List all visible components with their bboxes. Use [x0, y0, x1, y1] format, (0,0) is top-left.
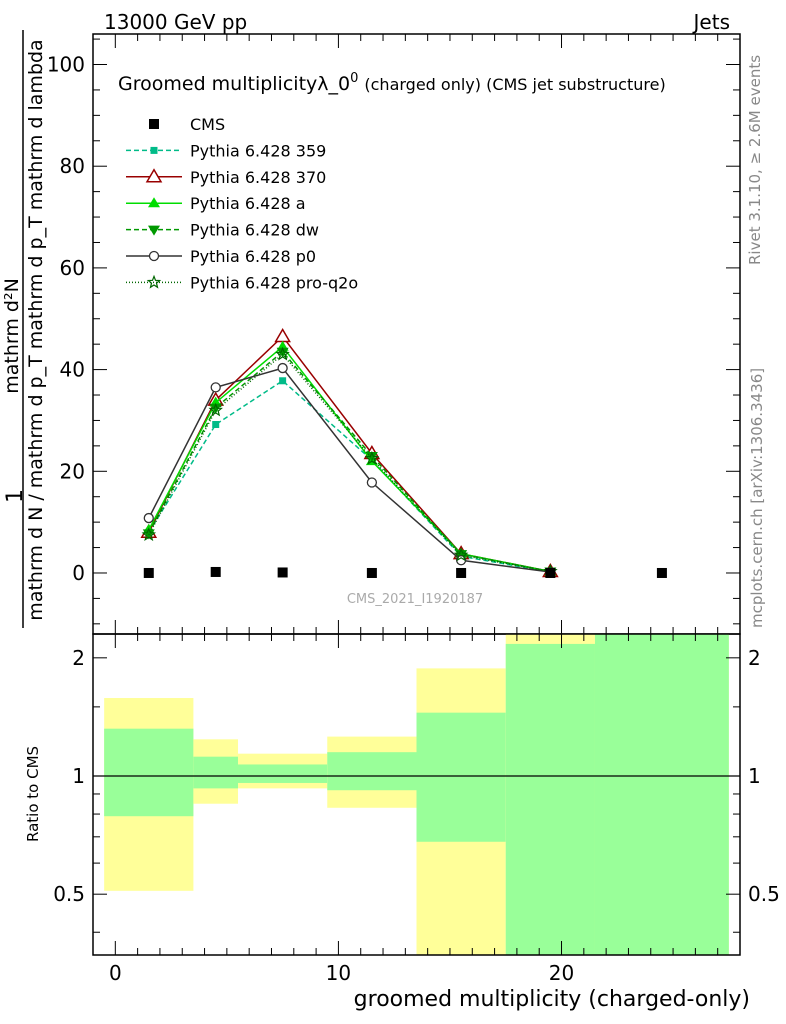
data-marker: [276, 347, 289, 358]
ratio-y-tick-label: 0.5: [53, 882, 85, 906]
series-4: [143, 362, 556, 578]
data-marker: [210, 566, 221, 577]
legend-entry: Pythia 6.428 dw: [126, 221, 319, 240]
series-line: [148, 350, 551, 573]
data-marker: [212, 421, 220, 429]
y-tick-label: 0: [72, 561, 85, 585]
legend-label: Pythia 6.428 359: [190, 141, 326, 160]
data-marker: [209, 403, 222, 414]
ratio-frame: [92, 633, 741, 956]
main-series: [140, 328, 667, 578]
data-marker: [279, 377, 287, 385]
ratio-y-tick-label: 2: [72, 646, 85, 670]
x-tick-label: 10: [326, 961, 351, 985]
ratio-panel: 0.5 0.51 12 20 10 20 Ratio to CMS groomed mul…: [24, 633, 780, 1012]
header-right: Jets: [692, 10, 730, 34]
data-marker: [364, 450, 380, 465]
data-marker: [149, 119, 159, 129]
legend-entry: Pythia 6.428 p0: [126, 247, 316, 266]
data-marker: [274, 328, 291, 343]
data-marker: [148, 197, 160, 208]
ratio-inner-band: [193, 756, 239, 789]
data-marker: [148, 250, 160, 262]
data-marker: [208, 402, 223, 417]
ratio-bands: [93, 634, 740, 955]
ratio-inner-band: [238, 764, 328, 783]
series-line: [148, 353, 551, 573]
data-marker: [656, 567, 667, 578]
main-ticks: 0 20 40 60 80 100: [47, 34, 740, 634]
x-axis-label: groomed multiplicity (charged-only): [354, 987, 750, 1012]
x-tick-label: 20: [549, 961, 574, 985]
legend-label: Pythia 6.428 a: [190, 194, 306, 213]
data-marker: [453, 547, 469, 562]
data-marker: [150, 146, 158, 154]
header-left: 13000 GeV pp: [104, 10, 247, 34]
series-2: [142, 340, 557, 576]
cms-data-points: [143, 566, 667, 578]
main-panel: 0 20 40 60 80 100 Groomed multiplicityλ_00 (ch…: [47, 33, 741, 635]
legend-label: Pythia 6.428 pro-q2o: [190, 273, 358, 292]
legend-entry: CMS: [149, 115, 225, 134]
data-marker: [277, 567, 288, 578]
plot-title: Groomed multiplicityλ_00 (charged only) (…: [118, 71, 666, 95]
data-marker: [456, 567, 467, 578]
legend-entry: Pythia 6.428 359: [126, 141, 326, 160]
ratio-inner-band: [416, 712, 506, 842]
ylabel-denominator: mathrm d N / mathrm d p_T mathrm d p_T m…: [25, 39, 47, 620]
x-tick-label: 0: [109, 961, 122, 985]
ratio-ylabel: Ratio to CMS: [24, 746, 42, 842]
ratio-inner-band: [594, 634, 729, 955]
y-tick-label: 100: [47, 53, 85, 77]
data-marker: [210, 382, 221, 393]
legend-label: Pythia 6.428 dw: [190, 221, 319, 240]
data-marker: [545, 567, 556, 578]
main-ylabel: 1 mathrm d²N mathrm d N / mathrm d p_T m…: [1, 30, 47, 628]
ratio-y-tick-label-right: 2: [748, 646, 761, 670]
y-tick-label: 60: [60, 256, 85, 280]
legend-label: CMS: [190, 115, 225, 134]
series-0: [145, 377, 554, 576]
data-marker: [275, 346, 290, 361]
legend: CMS Pythia 6.428 359 Pythia 6.428 370 Pythi…: [126, 115, 358, 292]
data-marker: [277, 362, 288, 374]
ratio-ticks: 0.5 0.51 12 20 10 20: [53, 634, 780, 985]
ratio-inner-band: [327, 752, 417, 791]
series-line: [148, 367, 551, 573]
ratio-y-tick-label: 1: [72, 764, 85, 788]
series-5: [141, 346, 558, 578]
series-line: [148, 345, 551, 573]
rivet-label: Rivet 3.1.10, ≥ 2.6M events: [746, 55, 764, 265]
legend-entry: Pythia 6.428 pro-q2o: [126, 273, 358, 292]
data-marker: [146, 274, 162, 289]
ratio-y-tick-label-right: 0.5: [748, 882, 780, 906]
data-marker: [143, 512, 154, 524]
data-marker: [148, 225, 160, 236]
data-marker: [366, 477, 378, 488]
data-marker: [366, 567, 377, 578]
ratio-inner-band: [505, 643, 595, 955]
series-3: [142, 347, 557, 578]
y-tick-label: 20: [60, 459, 85, 483]
data-marker: [141, 527, 157, 542]
data-marker: [145, 168, 163, 183]
analysis-watermark: CMS_2021_I1920187: [347, 592, 483, 607]
y-tick-label: 80: [60, 154, 85, 178]
legend-entry: Pythia 6.428 a: [126, 194, 306, 213]
ylabel-numerator: mathrm d²N: [1, 278, 23, 394]
y-tick-label: 40: [60, 358, 85, 382]
legend-entry: Pythia 6.428 370: [126, 168, 326, 187]
data-marker: [455, 555, 467, 566]
series-line: [148, 379, 551, 573]
ratio-inner-band: [104, 728, 194, 817]
data-marker: [143, 567, 154, 578]
legend-label: Pythia 6.428 370: [190, 168, 326, 187]
ratio-y-tick-label-right: 1: [748, 764, 761, 788]
legend-label: Pythia 6.428 p0: [190, 247, 316, 266]
mcplots-label: mcplots.cern.ch [arXiv:1306.3436]: [748, 368, 766, 628]
ylabel-one: 1: [3, 489, 28, 503]
